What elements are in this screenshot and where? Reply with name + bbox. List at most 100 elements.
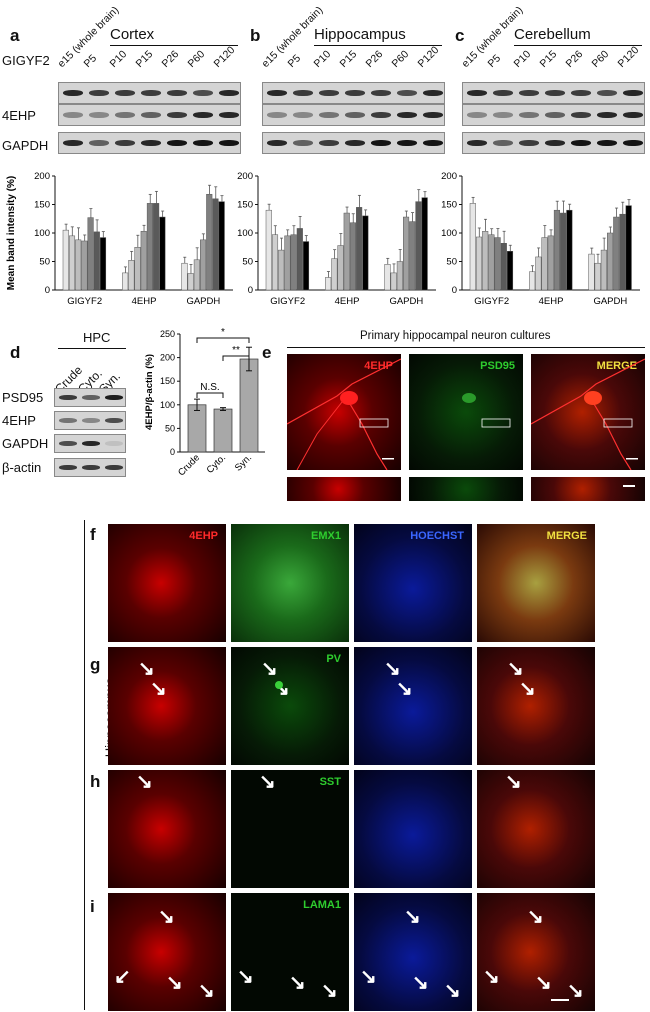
i-arrow-12: ↘ bbox=[527, 906, 544, 928]
chart-bar bbox=[122, 272, 129, 291]
d-category-label: Syn. bbox=[233, 452, 254, 473]
blot-band bbox=[89, 112, 109, 118]
blot-band bbox=[519, 112, 539, 118]
chart-ylabel: Mean band intensity (%) bbox=[6, 176, 17, 290]
blot-band bbox=[371, 112, 391, 118]
f-merge-image: MERGE bbox=[477, 524, 595, 642]
blot-band bbox=[193, 112, 213, 118]
i-label-lama1: LAMA1 bbox=[303, 899, 341, 911]
sig-double-star-bracket bbox=[222, 355, 250, 361]
blot-band bbox=[167, 90, 187, 96]
chart-tick-label: 0 bbox=[248, 285, 253, 296]
h-arrow-1: ↘ bbox=[136, 771, 153, 793]
panel-label-c: c bbox=[455, 26, 465, 45]
f-hoechst-image: HOECHST bbox=[354, 524, 472, 642]
d-row-label: 4EHP bbox=[2, 413, 36, 428]
h-arrow-2: ↘ bbox=[259, 771, 276, 793]
chart-category-label: 4EHP bbox=[539, 296, 564, 307]
lane-label: P60 bbox=[389, 48, 412, 70]
blot-strip bbox=[58, 132, 241, 154]
hpc-rule bbox=[58, 348, 126, 349]
chart-bar bbox=[206, 193, 213, 291]
d-tick-label: 250 bbox=[160, 329, 175, 339]
chart-tick-label: 50 bbox=[39, 257, 50, 268]
g-arrow-5: ↘ bbox=[384, 658, 401, 680]
chart-bar bbox=[218, 201, 225, 291]
d-tick-label: 50 bbox=[165, 423, 175, 433]
blot-band bbox=[423, 90, 443, 96]
h-hoechst-image bbox=[354, 770, 472, 888]
g-arrow-6: ↘ bbox=[396, 678, 413, 700]
chart-bar bbox=[494, 237, 501, 291]
row-label-gapdh: GAPDH bbox=[2, 138, 49, 153]
chart-bar bbox=[506, 250, 514, 291]
d-ylabel: 4EHP/β-actin (%) bbox=[144, 354, 155, 430]
d-blot-band bbox=[82, 395, 100, 400]
i-arrow-13: ↘ bbox=[483, 966, 500, 988]
blot-band bbox=[623, 90, 643, 96]
i-arrow-3: ↘ bbox=[166, 972, 183, 994]
chart-bar bbox=[396, 261, 403, 291]
blot-band bbox=[167, 140, 187, 146]
i-scale-bar bbox=[551, 999, 569, 1001]
blot-strip bbox=[462, 82, 645, 104]
chart-bar bbox=[475, 236, 483, 291]
blot-strip bbox=[58, 104, 241, 126]
blot-band bbox=[141, 140, 161, 146]
blot-band bbox=[519, 90, 539, 96]
blot-band bbox=[319, 140, 339, 146]
h-merge-image: ↘ bbox=[477, 770, 595, 888]
chart-bar bbox=[356, 207, 363, 291]
chart-bar bbox=[62, 229, 69, 291]
blot-strip bbox=[462, 104, 645, 126]
blot-band bbox=[89, 90, 109, 96]
chart-bar bbox=[181, 262, 188, 291]
i-4ehp-image: ↘ ↙ ↘ ↘ bbox=[108, 893, 226, 1011]
chart-bar bbox=[469, 203, 476, 291]
d-tick-label: 200 bbox=[160, 353, 175, 363]
blot-band bbox=[371, 140, 391, 146]
blot-band bbox=[545, 112, 565, 118]
g-arrow-8: ↘ bbox=[519, 678, 536, 700]
chart-bar bbox=[146, 203, 153, 291]
i-arrow-6: ↘ bbox=[289, 972, 306, 994]
chart-bar bbox=[384, 264, 391, 291]
chart-bar bbox=[349, 222, 356, 291]
lane-label: P5 bbox=[485, 52, 504, 70]
i-lama1-image: LAMA1 ↘ ↘ ↘ bbox=[231, 893, 349, 1011]
chart-bar bbox=[153, 203, 160, 291]
blot-band bbox=[345, 90, 365, 96]
region-rule bbox=[514, 45, 642, 46]
f-label-hoechst: HOECHST bbox=[410, 530, 464, 542]
d-bar bbox=[239, 358, 259, 453]
g-merge-image: ↘ ↘ bbox=[477, 647, 595, 765]
d-blot-band bbox=[105, 465, 123, 470]
chart-tick-label: 0 bbox=[452, 285, 457, 296]
chart-bar bbox=[535, 256, 542, 291]
g-pv-cell bbox=[275, 681, 283, 689]
e-4ehp-image: 4EHP bbox=[287, 354, 401, 470]
lane-label: P26 bbox=[363, 48, 386, 70]
f-label-4ehp: 4EHP bbox=[189, 530, 218, 542]
chart-bar bbox=[607, 232, 614, 291]
e-label-merge: MERGE bbox=[596, 360, 637, 372]
d-blot-band bbox=[59, 418, 77, 423]
lane-label: P120 bbox=[211, 44, 238, 70]
panel-label-g: g bbox=[90, 655, 101, 674]
d-blot-strip bbox=[54, 434, 126, 453]
chart-bar bbox=[541, 237, 548, 291]
chart-bar bbox=[99, 237, 107, 291]
lane-label: P10 bbox=[511, 48, 534, 70]
d-category-label: Cyto. bbox=[205, 452, 228, 475]
chart-bar bbox=[625, 205, 632, 291]
blot-band bbox=[597, 140, 617, 146]
e-zoom-scale-bar bbox=[623, 485, 635, 487]
blot-band bbox=[493, 90, 513, 96]
d-bar bbox=[187, 404, 207, 453]
region-title: Cerebellum bbox=[514, 26, 591, 43]
d-blot-band bbox=[105, 395, 123, 400]
blot-band bbox=[623, 112, 643, 118]
f-label-merge: MERGE bbox=[546, 530, 587, 542]
blot-strip bbox=[462, 132, 645, 154]
lane-label: P120 bbox=[415, 44, 442, 70]
